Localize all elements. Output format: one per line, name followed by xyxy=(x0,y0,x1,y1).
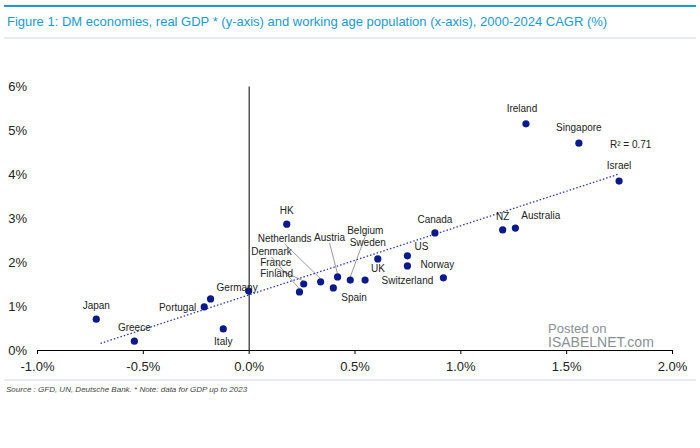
point-label: Austria xyxy=(314,232,346,243)
point xyxy=(499,226,506,233)
point xyxy=(404,252,411,259)
bottom-rule xyxy=(4,380,696,381)
y-tick: 3% xyxy=(8,211,248,226)
point-label: Singapore xyxy=(556,122,602,133)
point-label: Italy xyxy=(214,336,232,347)
point-label: UK xyxy=(371,263,385,274)
x-tick-label: 1.5% xyxy=(552,359,582,374)
point-label: Ireland xyxy=(507,103,538,114)
point-label: Denmark xyxy=(251,246,293,257)
y-axis-line xyxy=(249,87,250,351)
x-tick-mark xyxy=(37,350,38,354)
point-label: Spain xyxy=(341,292,367,303)
point xyxy=(220,325,227,332)
point-label: HK xyxy=(280,205,294,216)
point xyxy=(131,338,138,345)
point-labels: Ireland Singapore Israel Canada NZ Australia U… xyxy=(83,103,632,347)
watermark-line2: ISABELNET.com xyxy=(548,334,654,350)
point xyxy=(440,274,447,281)
x-tick-label: -0.5% xyxy=(126,359,160,374)
point xyxy=(207,295,214,302)
x-tick: -0.5% xyxy=(126,350,160,374)
point xyxy=(201,303,208,310)
y-tick: 5% xyxy=(8,123,248,138)
y-tick-label: 1% xyxy=(8,299,27,314)
point xyxy=(615,177,622,184)
y-tick-label: 4% xyxy=(8,167,27,182)
point-label: NZ xyxy=(496,211,509,222)
x-tick-label: 1.0% xyxy=(446,359,476,374)
point xyxy=(575,140,582,147)
point xyxy=(431,229,438,236)
source: Source : GFD, UN, Deutsche Bank. * Note:… xyxy=(6,385,248,394)
x-tick: 2.0% xyxy=(658,350,688,374)
point xyxy=(512,225,519,232)
point-label: Australia xyxy=(521,210,560,221)
point xyxy=(283,221,290,228)
x-tick-mark xyxy=(566,350,567,354)
point xyxy=(334,273,341,280)
point-label: US xyxy=(414,241,428,252)
point-label: Belgium xyxy=(347,225,383,236)
x-tick: -1.0% xyxy=(21,350,55,374)
point-label: Switzerland xyxy=(382,275,434,286)
x-tick-label: 0.0% xyxy=(234,359,264,374)
point-label: Japan xyxy=(83,300,110,311)
chart: Figure 1: DM economies, real GDP * (y-ax… xyxy=(0,0,700,448)
point-label: Sweden xyxy=(350,237,386,248)
point-label: Israel xyxy=(607,160,631,171)
point xyxy=(522,120,529,127)
point xyxy=(300,280,307,287)
y-axis: 0% 1% 2% 3% 4% 5% 6% xyxy=(8,79,249,358)
point-label: Netherlands xyxy=(258,233,312,244)
y-tick-label: 3% xyxy=(8,211,27,226)
point xyxy=(296,288,303,295)
x-tick: 0.0% xyxy=(234,350,264,374)
point xyxy=(404,262,411,269)
point-label: France xyxy=(260,257,292,268)
y-tick: 2% xyxy=(8,255,248,270)
point xyxy=(347,276,354,283)
point xyxy=(317,278,324,285)
y-tick-label: 2% xyxy=(8,255,27,270)
leader-line xyxy=(350,236,365,277)
trendline xyxy=(101,174,620,343)
point-label: Norway xyxy=(420,259,454,270)
x-tick-mark xyxy=(672,350,673,354)
x-tick: 1.0% xyxy=(446,350,476,374)
leader-line xyxy=(330,243,338,274)
point xyxy=(93,316,100,323)
y-tick: 4% xyxy=(8,167,248,182)
x-tick-mark xyxy=(460,350,461,354)
x-tick: 0.5% xyxy=(340,350,370,374)
point-label: Canada xyxy=(417,214,452,225)
x-tick: 1.5% xyxy=(552,350,582,374)
title-rule xyxy=(4,38,696,39)
title: Figure 1: DM economies, real GDP * (y-ax… xyxy=(7,14,607,29)
x-tick-mark xyxy=(143,350,144,354)
point xyxy=(361,276,368,283)
point-label: Portugal xyxy=(159,302,196,313)
x-axis: -1.0% -0.5% 0.0% 0.5% 1.0% 1.5% 2.0% xyxy=(21,350,688,374)
y-tick: 6% xyxy=(8,79,248,94)
x-tick-label: 2.0% xyxy=(658,359,688,374)
point-label: Finland xyxy=(260,268,293,279)
r-squared: R² = 0.71 xyxy=(610,139,652,150)
point xyxy=(374,255,381,262)
point-label: Greece xyxy=(118,322,151,333)
y-tick-label: 6% xyxy=(8,79,27,94)
x-tick-mark xyxy=(249,350,250,354)
x-tick-label: -1.0% xyxy=(21,359,55,374)
y-tick-label: 5% xyxy=(8,123,27,138)
x-tick-mark xyxy=(355,350,356,354)
point xyxy=(330,284,337,291)
point-label: Germany xyxy=(217,282,258,293)
top-rule xyxy=(4,5,696,7)
x-tick-label: 0.5% xyxy=(340,359,370,374)
y-tick-label: 0% xyxy=(8,343,27,358)
plot-marks xyxy=(93,120,623,345)
